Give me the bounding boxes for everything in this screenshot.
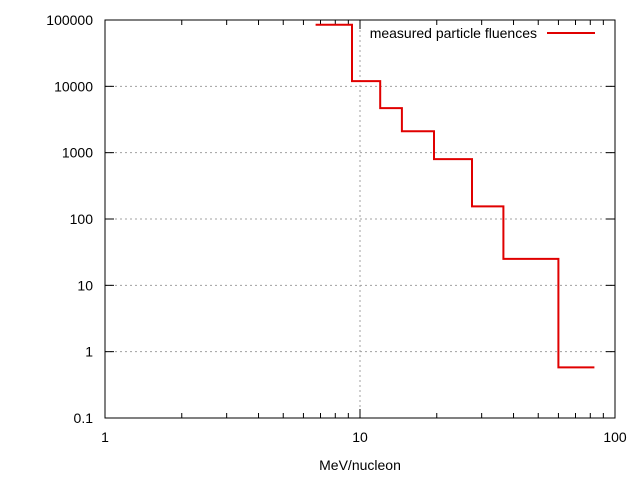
y-tick-label: 1	[85, 344, 93, 360]
legend-label: measured particle fluences	[370, 25, 537, 41]
x-tick-label: 1	[101, 429, 109, 445]
x-tick-label: 10	[352, 429, 368, 445]
y-tick-label: 10000	[54, 78, 93, 94]
x-tick-labels: 1 10 100	[101, 429, 627, 445]
y-tick-label: 100000	[46, 12, 93, 28]
plot-frame	[104, 19, 616, 419]
y-tick-labels: 0.1 1 10 100 1000 10000 100000	[46, 12, 93, 426]
x-tick-label: 100	[603, 429, 627, 445]
y-tick-label: 1000	[62, 145, 93, 161]
y-tick-label: 0.1	[74, 410, 94, 426]
y-tick-label: 10	[77, 277, 93, 293]
x-axis-label: MeV/nucleon	[319, 457, 401, 473]
series-line-measured-particle-fluences	[315, 23, 595, 369]
series-layer	[315, 23, 595, 369]
legend: measured particle fluences	[370, 25, 595, 41]
y-tick-label: 100	[70, 211, 94, 227]
grid-lines	[105, 20, 615, 418]
